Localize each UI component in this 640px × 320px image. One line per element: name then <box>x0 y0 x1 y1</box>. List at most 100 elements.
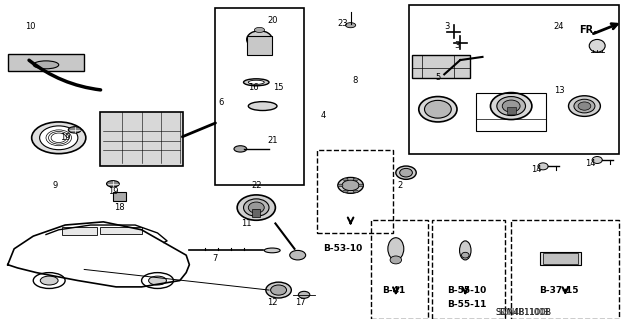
Ellipse shape <box>237 195 275 220</box>
Circle shape <box>353 178 358 180</box>
Text: 20: 20 <box>267 16 278 25</box>
Ellipse shape <box>244 199 269 216</box>
Text: 5: 5 <box>435 73 440 82</box>
Circle shape <box>254 28 264 32</box>
Bar <box>409 4 620 154</box>
Circle shape <box>343 178 348 180</box>
Text: 19: 19 <box>108 187 118 196</box>
Circle shape <box>346 23 356 28</box>
Circle shape <box>106 180 119 187</box>
Ellipse shape <box>248 102 277 110</box>
Ellipse shape <box>502 100 520 112</box>
Text: 8: 8 <box>353 76 358 85</box>
Text: 22: 22 <box>251 181 262 190</box>
Circle shape <box>141 273 173 288</box>
Text: 17: 17 <box>296 298 306 307</box>
Text: 3: 3 <box>454 41 460 50</box>
Circle shape <box>68 127 81 133</box>
Ellipse shape <box>592 156 602 164</box>
Text: B-37-15: B-37-15 <box>540 285 579 295</box>
Text: 15: 15 <box>273 83 284 92</box>
Bar <box>371 220 428 319</box>
Ellipse shape <box>290 251 306 260</box>
Bar <box>511 220 620 319</box>
Ellipse shape <box>248 202 264 213</box>
FancyBboxPatch shape <box>543 253 578 264</box>
FancyBboxPatch shape <box>246 36 272 55</box>
FancyBboxPatch shape <box>252 209 260 217</box>
Ellipse shape <box>338 178 364 193</box>
FancyBboxPatch shape <box>412 55 470 77</box>
FancyBboxPatch shape <box>100 227 141 234</box>
Circle shape <box>358 184 364 187</box>
FancyBboxPatch shape <box>507 107 516 114</box>
Text: 19: 19 <box>60 133 70 142</box>
Text: B-41: B-41 <box>381 285 405 295</box>
Ellipse shape <box>244 79 269 86</box>
Ellipse shape <box>589 39 605 52</box>
Ellipse shape <box>578 102 591 110</box>
Text: 24: 24 <box>554 22 564 31</box>
Text: 6: 6 <box>218 99 224 108</box>
FancyBboxPatch shape <box>8 54 84 71</box>
Ellipse shape <box>31 122 86 154</box>
Text: 13: 13 <box>554 86 564 95</box>
Circle shape <box>343 190 348 193</box>
Ellipse shape <box>271 285 287 295</box>
Text: 16: 16 <box>248 83 259 92</box>
Ellipse shape <box>248 80 264 84</box>
Ellipse shape <box>460 241 471 260</box>
FancyBboxPatch shape <box>100 112 183 166</box>
Ellipse shape <box>113 116 170 154</box>
Text: 7: 7 <box>212 254 218 263</box>
Ellipse shape <box>246 31 272 48</box>
Text: 11: 11 <box>241 219 252 228</box>
Circle shape <box>234 146 246 152</box>
Ellipse shape <box>33 61 59 69</box>
Text: FR.: FR. <box>579 25 596 35</box>
Ellipse shape <box>399 168 412 177</box>
Ellipse shape <box>266 282 291 298</box>
Text: 21: 21 <box>267 136 278 146</box>
Text: 12: 12 <box>267 298 278 307</box>
Circle shape <box>353 190 358 193</box>
Ellipse shape <box>264 248 280 253</box>
Ellipse shape <box>574 99 595 113</box>
Text: 18: 18 <box>114 203 125 212</box>
Text: 3: 3 <box>445 22 450 31</box>
Text: 4: 4 <box>321 111 326 120</box>
Text: 9: 9 <box>53 181 58 190</box>
FancyBboxPatch shape <box>62 227 97 235</box>
Text: 14: 14 <box>586 159 596 168</box>
Ellipse shape <box>568 96 600 116</box>
Text: B-53-10: B-53-10 <box>323 244 362 253</box>
Ellipse shape <box>388 238 404 260</box>
Ellipse shape <box>298 291 310 298</box>
Ellipse shape <box>121 121 163 148</box>
Text: SDN4B1100B: SDN4B1100B <box>496 308 552 317</box>
Ellipse shape <box>40 126 78 150</box>
Circle shape <box>33 273 65 288</box>
Ellipse shape <box>390 256 401 264</box>
Text: 10: 10 <box>25 22 35 31</box>
Text: B-55-10: B-55-10 <box>447 285 486 295</box>
Ellipse shape <box>424 100 451 118</box>
Ellipse shape <box>461 252 469 258</box>
Circle shape <box>148 276 166 285</box>
Ellipse shape <box>419 97 457 122</box>
Bar <box>215 8 304 185</box>
Ellipse shape <box>497 97 525 116</box>
Text: 2: 2 <box>397 181 403 190</box>
Circle shape <box>338 184 343 187</box>
Circle shape <box>40 276 58 285</box>
Text: SDN4B1100B: SDN4B1100B <box>499 308 549 317</box>
FancyBboxPatch shape <box>540 252 581 265</box>
Ellipse shape <box>342 180 359 191</box>
FancyBboxPatch shape <box>113 192 125 201</box>
Ellipse shape <box>538 163 548 170</box>
Bar <box>431 220 505 319</box>
Ellipse shape <box>490 92 532 120</box>
Text: 14: 14 <box>531 165 542 174</box>
Text: B-55-11: B-55-11 <box>447 300 486 309</box>
Ellipse shape <box>396 166 416 179</box>
